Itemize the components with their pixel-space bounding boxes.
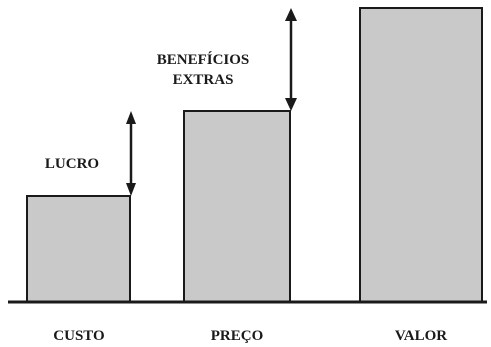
bar-valor (359, 7, 483, 303)
beneficios-double-arrow (285, 8, 297, 111)
arrow-up-head (285, 8, 297, 21)
beneficios-label-line2: EXTRAS (173, 72, 234, 88)
bar-label-valor: VALOR (395, 328, 447, 344)
arrow-down-head (126, 183, 136, 196)
bar-preco (183, 110, 291, 303)
bar-custo (26, 195, 131, 303)
lucro-label: LUCRO (45, 156, 99, 172)
arrow-down-head (285, 98, 297, 111)
beneficios-label-line1: BENEFÍCIOS (157, 51, 250, 68)
bar-label-custo: CUSTO (53, 328, 104, 344)
arrow-up-head (126, 111, 136, 124)
bar-label-preco: PREÇO (211, 328, 264, 344)
lucro-double-arrow (126, 111, 136, 196)
